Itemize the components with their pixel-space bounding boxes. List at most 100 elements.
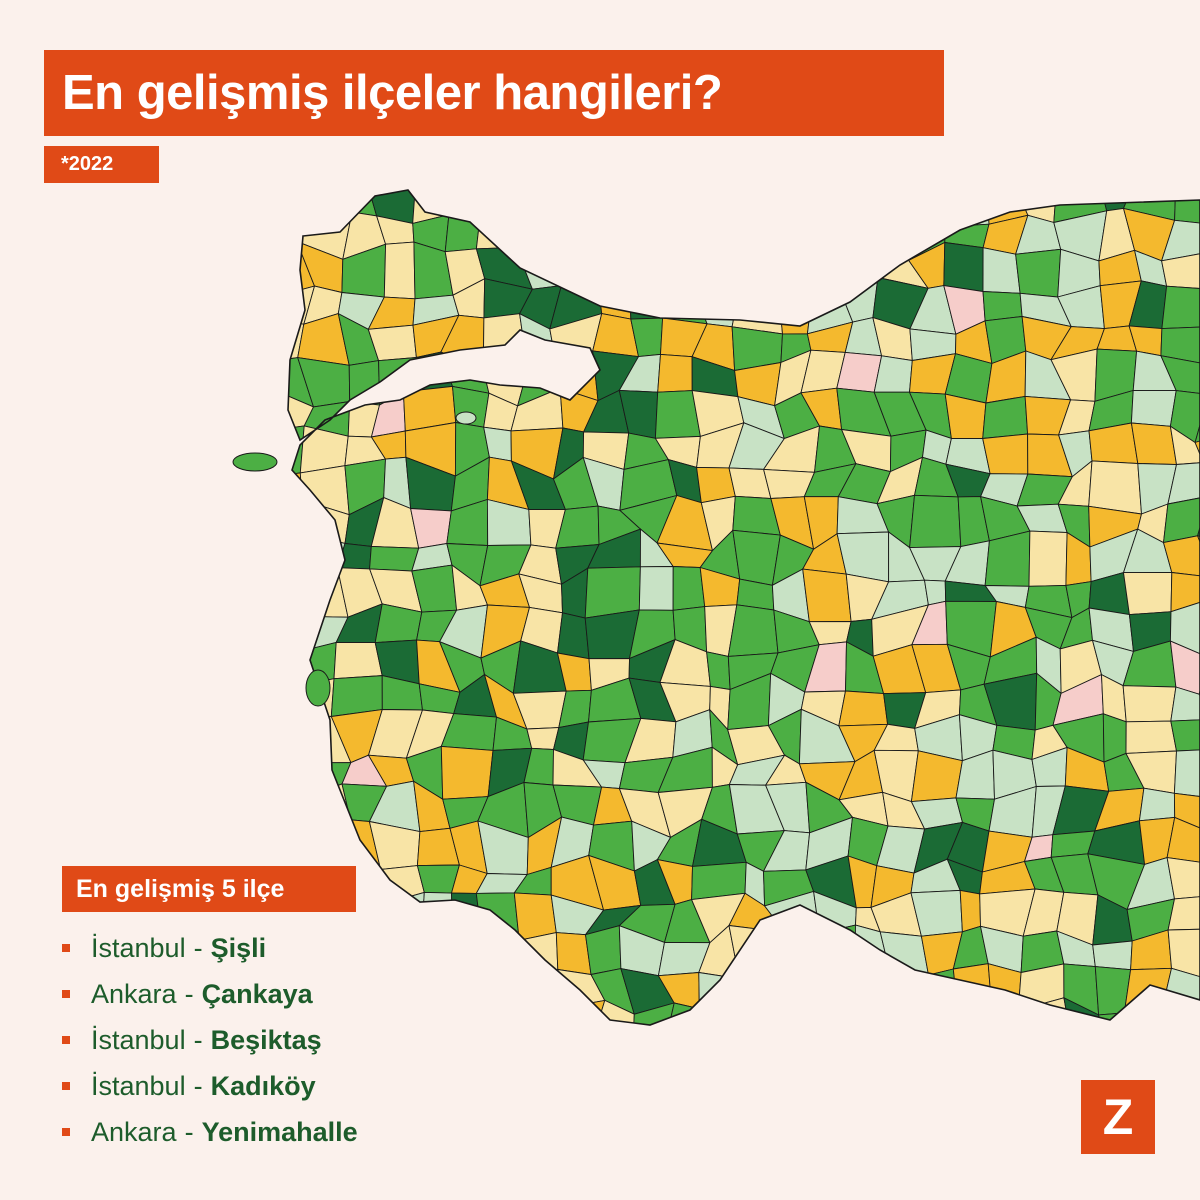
district-region xyxy=(672,566,706,611)
district-region xyxy=(1169,425,1200,465)
district-region xyxy=(959,889,981,933)
district-region xyxy=(298,783,351,821)
district-region xyxy=(670,190,704,220)
district-region xyxy=(1167,895,1200,931)
legend-district: Şişli xyxy=(210,932,267,963)
district-region xyxy=(952,963,992,1020)
district-region xyxy=(728,924,786,980)
district-region xyxy=(943,241,984,293)
district-region xyxy=(836,351,883,393)
district-region xyxy=(982,395,1029,440)
district-region xyxy=(701,204,735,259)
district-region xyxy=(288,713,309,764)
district-region xyxy=(1173,792,1200,834)
district-region xyxy=(923,579,947,606)
district-region xyxy=(1015,997,1073,1025)
district-region xyxy=(632,218,673,244)
district-region xyxy=(691,249,738,300)
legend-separator: - xyxy=(184,978,194,1009)
district-region xyxy=(813,190,842,227)
district-region xyxy=(657,353,693,393)
district-region xyxy=(840,212,878,256)
bullet-icon xyxy=(62,944,70,952)
district-region xyxy=(909,494,962,549)
legend-district: Kadıköy xyxy=(210,1070,316,1101)
district-region xyxy=(1125,720,1178,754)
district-region xyxy=(1138,787,1176,822)
district-region xyxy=(731,998,778,1025)
district-region xyxy=(288,606,311,650)
district-region xyxy=(288,572,313,618)
district-region xyxy=(772,256,815,282)
district-region xyxy=(340,190,378,217)
district-region xyxy=(1166,857,1200,900)
legend-district: Beşiktaş xyxy=(210,1024,322,1055)
district-region xyxy=(288,817,300,860)
district-region xyxy=(871,1001,914,1025)
legend-item: İstanbul - Kadıköy xyxy=(62,1063,358,1109)
district-region xyxy=(838,248,879,290)
district-region xyxy=(805,254,852,290)
legend-list: İstanbul - Şişli Ankara - Çankaya İstanbul - B… xyxy=(62,925,358,1155)
legend-heading: En gelişmiş 5 ilçe xyxy=(62,866,356,912)
legend-separator: - xyxy=(184,1116,194,1147)
district-region xyxy=(560,240,601,295)
district-region xyxy=(800,969,856,1006)
legend-separator: - xyxy=(193,932,203,963)
district-region xyxy=(444,190,491,216)
district-region xyxy=(909,968,960,1020)
district-region xyxy=(369,545,420,572)
district-region xyxy=(1015,248,1062,298)
district-region xyxy=(1122,685,1177,723)
island xyxy=(232,452,278,472)
district-region xyxy=(594,190,640,227)
legend-separator: - xyxy=(193,1070,203,1101)
legend-item: Ankara - Çankaya xyxy=(62,971,358,1017)
district-region xyxy=(837,999,879,1025)
district-region xyxy=(663,242,703,294)
district-region xyxy=(805,220,852,263)
district-region xyxy=(800,924,856,977)
district-region xyxy=(1028,530,1068,587)
district-region xyxy=(585,223,641,244)
district-region xyxy=(738,963,776,1002)
island xyxy=(305,669,331,707)
district-region xyxy=(1170,686,1200,722)
district-region xyxy=(870,212,921,261)
legend-province: İstanbul xyxy=(91,932,186,963)
district-region xyxy=(982,291,1023,322)
district-region xyxy=(288,648,311,687)
district-region xyxy=(475,207,528,250)
island xyxy=(455,411,477,425)
district-region xyxy=(513,968,569,1011)
district-region xyxy=(377,1002,416,1025)
district-region xyxy=(731,279,784,335)
district-region xyxy=(1162,535,1200,579)
district-region xyxy=(374,969,416,1006)
district-region xyxy=(440,745,494,800)
district-region xyxy=(622,190,677,225)
district-region xyxy=(638,566,674,611)
district-region xyxy=(1160,219,1200,262)
district-region xyxy=(1167,928,1200,983)
page-title: En gelişmiş ilçeler hangileri? xyxy=(44,50,944,136)
district-region xyxy=(1130,390,1177,427)
district-region xyxy=(870,190,921,216)
district-region xyxy=(877,964,930,1018)
district-region xyxy=(367,865,425,910)
district-region xyxy=(513,932,559,984)
legend-province: İstanbul xyxy=(91,1070,186,1101)
district-region xyxy=(477,1009,530,1025)
district-region xyxy=(515,207,566,248)
district-region xyxy=(1173,748,1200,799)
district-region xyxy=(482,939,520,984)
district-region xyxy=(697,1000,741,1025)
district-region xyxy=(732,529,781,586)
district-region xyxy=(288,685,299,721)
district-region xyxy=(944,190,990,228)
legend-item: İstanbul - Şişli xyxy=(62,925,358,971)
legend-item: Ankara - Yenimahalle xyxy=(62,1109,358,1155)
district-region xyxy=(1161,285,1200,330)
district-region xyxy=(584,566,641,619)
district-region xyxy=(727,604,779,657)
